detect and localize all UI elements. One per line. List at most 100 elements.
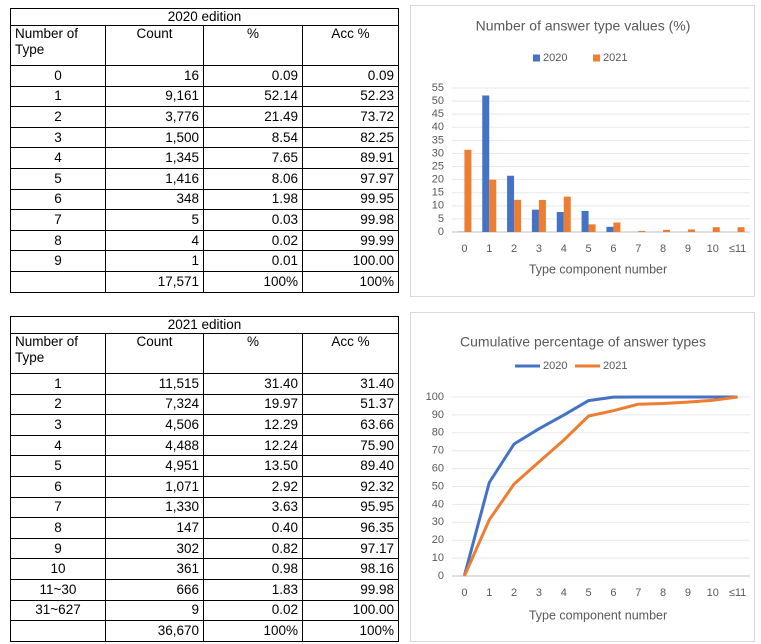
x-tick-label: 0 <box>461 243 467 255</box>
cell: 0 <box>10 65 106 87</box>
y-tick-label: 0 <box>438 226 444 238</box>
cell: 1.98 <box>203 188 303 211</box>
cell: 99.95 <box>301 188 400 211</box>
cell: 2.92 <box>203 475 303 498</box>
bar <box>514 199 522 232</box>
cell: 0.09 <box>301 65 400 87</box>
cell: 3.63 <box>203 496 303 519</box>
y-tick-label: 30 <box>432 516 444 528</box>
column-header: Number of Type <box>10 333 106 374</box>
y-tick-label: 30 <box>432 147 444 159</box>
cell: 13.50 <box>203 455 303 477</box>
cell: 51.37 <box>301 393 400 416</box>
cell: 7 <box>10 209 106 231</box>
y-tick-label: 50 <box>432 480 444 492</box>
cell: 4 <box>10 434 106 457</box>
cell: 7 <box>10 496 106 519</box>
legend-label: 2020 <box>543 360 567 372</box>
y-tick-label: 20 <box>432 174 444 186</box>
cell: 302 <box>105 537 204 560</box>
cell: 4,506 <box>105 414 204 436</box>
cell <box>10 270 106 293</box>
bar <box>588 224 596 232</box>
cell: 8 <box>10 517 106 539</box>
bar <box>563 196 571 232</box>
bar <box>489 179 497 232</box>
x-axis-title: Type component number <box>529 262 667 276</box>
total-cell: 100% <box>203 620 303 642</box>
cell: 4 <box>105 229 204 252</box>
y-tick-label: 40 <box>432 498 444 510</box>
y-tick-label: 10 <box>432 552 444 564</box>
y-tick-label: 5 <box>438 213 444 225</box>
cell: 8 <box>10 229 106 252</box>
cell: 6 <box>10 475 106 498</box>
y-tick-label: 35 <box>432 134 444 146</box>
cell: 99.98 <box>301 578 400 601</box>
cell: 6 <box>10 188 106 211</box>
cell: 0.82 <box>203 537 303 560</box>
bar <box>638 230 646 232</box>
bar <box>613 222 621 232</box>
cell: 3 <box>10 414 106 436</box>
cell: 73.72 <box>301 106 400 128</box>
cell: 92.32 <box>301 475 400 498</box>
x-tick-label: 8 <box>660 587 666 599</box>
total-cell: 36,670 <box>105 620 204 642</box>
cell: 97.97 <box>301 167 400 190</box>
cell: 1,345 <box>105 147 204 169</box>
cell: 89.40 <box>301 455 400 477</box>
cell: 2 <box>10 106 106 128</box>
y-tick-label: 0 <box>438 570 444 582</box>
line <box>463 395 738 577</box>
y-tick-label: 40 <box>432 121 444 133</box>
cell: 4,488 <box>105 434 204 457</box>
cell: 11,515 <box>105 373 204 395</box>
y-tick-label: 100 <box>426 391 444 403</box>
cell: 31.40 <box>203 373 303 395</box>
bar <box>663 229 671 232</box>
cell: 5 <box>105 209 204 231</box>
x-tick-label: 10 <box>707 587 719 599</box>
cell: 9,161 <box>105 85 204 108</box>
y-tick-label: 25 <box>432 160 444 172</box>
legend-label: 2021 <box>603 360 627 372</box>
cell: 19.97 <box>203 393 303 416</box>
cell: 1,330 <box>105 496 204 519</box>
y-tick-label: 15 <box>432 187 444 199</box>
cell: 31.40 <box>301 373 400 395</box>
y-tick-label: 60 <box>432 463 444 475</box>
total-cell: 100% <box>301 620 400 642</box>
table: 2020 edition Number of Type Count% Acc % 0 16… <box>9 8 400 293</box>
cell: 96.35 <box>301 517 400 539</box>
cell: 9 <box>105 599 204 622</box>
x-tick-label: 8 <box>660 243 666 255</box>
bar <box>507 175 515 232</box>
column-header: % <box>203 25 303 66</box>
bar <box>737 227 745 232</box>
legend-swatch <box>593 54 600 62</box>
cell: 52.23 <box>301 85 400 108</box>
cell: 3 <box>10 126 106 149</box>
legend-label: 2021 <box>603 52 627 64</box>
legend-swatch <box>533 54 540 62</box>
cell: 1,500 <box>105 126 204 149</box>
y-tick-label: 20 <box>432 534 444 546</box>
cell: 348 <box>105 188 204 211</box>
table-title: 2021 edition <box>9 316 400 334</box>
cell: 1 <box>105 250 204 272</box>
cell: 9 <box>10 250 106 272</box>
x-tick-label: 1 <box>486 243 492 255</box>
cell: 0.02 <box>203 229 303 252</box>
cell: 1,071 <box>105 475 204 498</box>
cell: 12.29 <box>203 414 303 436</box>
bar <box>687 229 695 232</box>
bar <box>556 211 564 232</box>
cell: 98.16 <box>301 558 400 580</box>
x-tick-label: 6 <box>610 243 616 255</box>
bar <box>482 95 490 232</box>
x-axis-title: Type component number <box>529 608 667 622</box>
column-header: Count <box>105 25 204 66</box>
cell: 5 <box>10 455 106 477</box>
cell: 8.06 <box>203 167 303 190</box>
